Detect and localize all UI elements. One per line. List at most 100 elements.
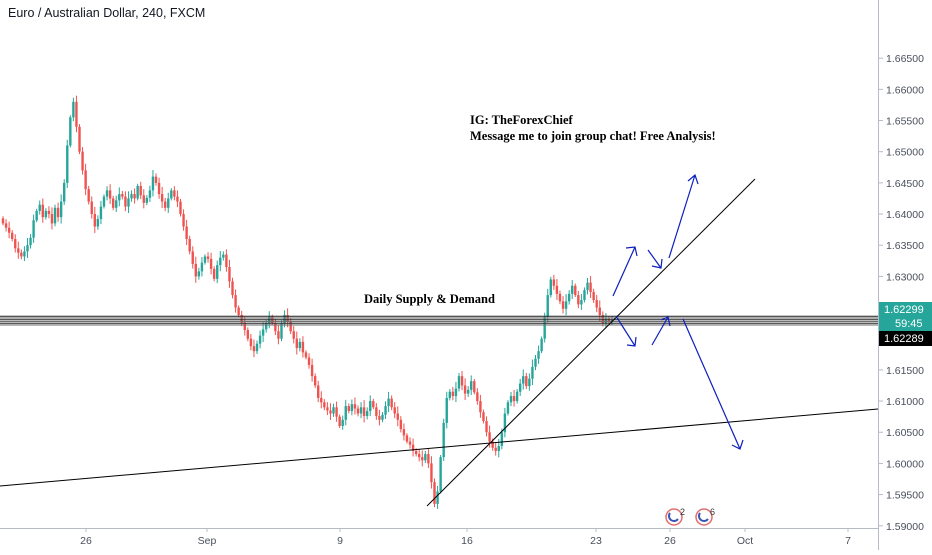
candle: [442, 418, 445, 461]
candle: [375, 403, 378, 420]
candle: [53, 204, 57, 227]
supply-demand-zone[interactable]: [0, 315, 878, 326]
candle-body: [476, 392, 479, 402]
candle: [136, 183, 139, 201]
ask-price-badge: 1.62289: [879, 331, 932, 346]
candle: [396, 406, 399, 427]
candle: [157, 177, 161, 199]
zone-label[interactable]: Daily Supply & Demand: [364, 292, 495, 306]
candle-body: [255, 343, 259, 352]
candle: [476, 388, 479, 405]
candle-body: [258, 335, 262, 344]
candle-body: [356, 408, 360, 414]
candle: [23, 246, 26, 262]
event-marker-1[interactable]: 2: [665, 507, 685, 526]
candle-body: [574, 285, 577, 296]
price-axis[interactable]: 1.66500 1.66000 1.65500 1.65000 1.64500 1.640…: [878, 53, 924, 533]
candle: [26, 238, 29, 258]
event-flag-icon-glyph: [698, 512, 709, 522]
ig-annotation[interactable]: IG: TheForexChief: [470, 113, 573, 127]
candle-body: [243, 322, 246, 330]
candle-body: [500, 432, 504, 446]
candle-body: [1, 218, 5, 224]
candle-body: [121, 194, 124, 197]
candle: [381, 412, 384, 423]
candle-body: [301, 341, 305, 353]
candle: [589, 275, 592, 298]
candle-body: [549, 279, 552, 296]
candle: [151, 169, 155, 197]
candle-body: [378, 416, 381, 420]
candle-body: [399, 419, 403, 430]
message-annotation[interactable]: Message me to join group chat! Free Anal…: [470, 129, 716, 143]
arrow-up-2[interactable]: [668, 174, 696, 259]
price-tick-label: 1.61500: [886, 365, 924, 377]
candle-body: [317, 385, 320, 398]
candles-layer: [1, 95, 614, 510]
rising-trendline[interactable]: [426, 178, 756, 507]
candle: [295, 331, 298, 355]
candle-body: [528, 378, 531, 387]
candle-body: [148, 190, 152, 198]
candle: [212, 266, 216, 282]
candle: [231, 277, 234, 299]
candle: [424, 450, 427, 464]
candle: [219, 251, 222, 272]
arrow-down-3-head: [731, 439, 744, 450]
candle: [433, 478, 436, 508]
event-marker-2[interactable]: 6: [695, 507, 715, 526]
arrow-down-2[interactable]: [615, 315, 636, 347]
candle: [133, 188, 136, 204]
candle: [350, 399, 354, 416]
candle: [402, 423, 406, 441]
candle: [546, 288, 549, 323]
time-axis[interactable]: 26 Sep 9 16 23 26 Oct 7: [80, 528, 851, 547]
candle-body: [99, 206, 103, 220]
candle: [63, 179, 66, 205]
long-term-trendline[interactable]: [0, 408, 879, 487]
arrow-up-1[interactable]: [612, 246, 636, 297]
candle: [601, 311, 605, 327]
candle-body: [571, 285, 574, 294]
candle-body: [87, 189, 90, 202]
candle: [105, 186, 109, 201]
candle: [439, 454, 442, 494]
candle-body: [393, 407, 396, 414]
candle: [448, 389, 452, 401]
candle-body: [421, 457, 424, 461]
candle: [206, 252, 210, 263]
price-tick-label: 1.60500: [886, 427, 924, 439]
candle-body: [332, 407, 335, 414]
candle: [75, 95, 78, 133]
candle-body: [32, 220, 35, 238]
candle-body: [485, 421, 488, 433]
candle-body: [540, 338, 543, 352]
candle: [512, 389, 516, 407]
candle-body: [561, 301, 565, 309]
candle-body: [310, 364, 314, 377]
candle-body: [264, 323, 268, 330]
candle: [47, 206, 51, 219]
candle-body: [23, 251, 26, 257]
candle: [525, 372, 528, 389]
candle-body: [26, 245, 29, 252]
candle: [228, 259, 231, 288]
candle-body: [154, 176, 158, 183]
candle: [454, 381, 458, 403]
candle-body: [369, 401, 372, 412]
candle: [255, 340, 259, 355]
candle-body: [225, 254, 228, 268]
price-tick-label: 1.65000: [886, 147, 924, 159]
arrow-up-3[interactable]: [651, 316, 669, 346]
candle: [466, 386, 470, 397]
arrow-down-1[interactable]: [647, 249, 662, 269]
candle: [179, 198, 182, 217]
candle-body: [344, 406, 347, 420]
projection-arrows[interactable]: [612, 173, 744, 450]
arrow-down-1-head: [651, 258, 663, 269]
candle-body: [59, 201, 63, 218]
arrow-down-3[interactable]: [682, 318, 741, 450]
candle-body: [93, 214, 97, 227]
